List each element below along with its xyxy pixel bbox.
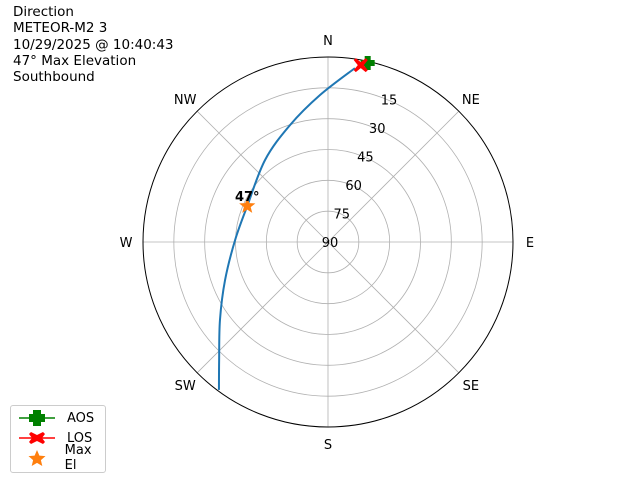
direction-label: NE <box>462 93 480 108</box>
legend-label: Max El <box>64 443 92 473</box>
aos-marker-icon <box>19 410 55 426</box>
title-line: 47° Max Elevation <box>13 52 137 69</box>
star-marker-icon <box>28 450 46 466</box>
title-line: Direction <box>13 4 74 20</box>
radial-tick-label: 60 <box>345 179 362 194</box>
legend-label: AOS <box>67 410 95 426</box>
grid-ring <box>204 118 452 366</box>
title-line: 10/29/2025 @ 10:40:43 <box>13 36 174 53</box>
direction-label: S <box>324 438 332 453</box>
radial-tick-label: 45 <box>357 151 374 166</box>
legend-label: LOS <box>67 430 93 446</box>
grid-ring <box>265 179 391 305</box>
polar-frame <box>142 56 514 428</box>
max-elevation-annotation: 47° <box>235 190 260 205</box>
title-line: METEOR-M2 3 <box>13 20 108 37</box>
direction-label: SE <box>463 379 479 394</box>
legend-item-aos: AOS <box>17 408 94 428</box>
radial-tick-label: 15 <box>381 94 398 109</box>
grid-ring <box>296 210 360 274</box>
los-marker <box>353 58 368 73</box>
pass-track-line <box>217 67 356 390</box>
legend-item-los: LOS <box>17 428 92 448</box>
max-elevation-marker <box>239 197 256 213</box>
direction-label: N <box>323 34 333 49</box>
direction-label: NW <box>174 93 197 108</box>
los-marker-icon <box>19 432 55 444</box>
legend: AOS LOS Max El <box>10 405 106 473</box>
direction-label: E <box>526 236 534 251</box>
legend-item-max-el: Max El <box>17 443 105 473</box>
aos-marker <box>360 55 375 70</box>
direction-label: W <box>120 236 133 251</box>
title-line: Southbound <box>13 69 95 86</box>
direction-label: SW <box>175 379 196 394</box>
radial-tick-label: 75 <box>334 208 351 223</box>
radial-tick-label: 90 <box>322 236 339 251</box>
chart-title: Direction METEOR-M2 3 10/29/2025 @ 10:40… <box>13 4 174 85</box>
radial-tick-label: 30 <box>369 122 386 137</box>
